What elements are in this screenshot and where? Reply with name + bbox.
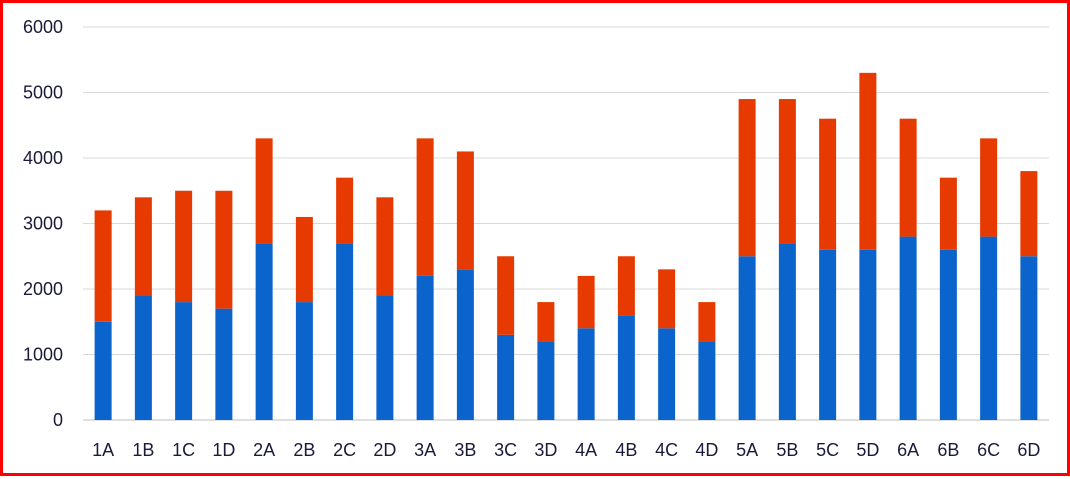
stacked-bar-chart: 0 1000 2000 3000 4000 5000 6000 1A 1B 1C 1D 2A 2B 2C…: [23, 17, 1049, 460]
x-tick-label: 4D: [695, 440, 718, 460]
bar-3B-series-1: [456, 269, 474, 420]
bar-3D-series-1: [537, 341, 555, 420]
bar-5C-series-2: [819, 118, 837, 250]
x-tick-label: 5A: [736, 440, 758, 460]
x-tick-label: 2B: [293, 440, 315, 460]
y-tick-label: 0: [53, 410, 63, 430]
x-tick-label: 5D: [856, 440, 879, 460]
bar-5B-series-2: [778, 99, 796, 244]
bar-1A-series-1: [94, 321, 112, 420]
x-tick-label: 1B: [132, 440, 154, 460]
x-tick-label: 4C: [655, 440, 678, 460]
bar-4B-series-2: [617, 256, 635, 316]
bar-3D-series-2: [537, 302, 555, 342]
bar-2D-series-1: [376, 295, 394, 420]
x-tick-label: 2A: [253, 440, 275, 460]
x-tick-label: 1D: [212, 440, 235, 460]
bar-4C-series-2: [658, 269, 676, 329]
x-tick-label: 3D: [534, 440, 557, 460]
bar-6D-series-1: [1020, 256, 1038, 420]
bar-1C-series-2: [175, 190, 193, 303]
bar-3C-series-1: [497, 334, 515, 420]
bar-4D-series-1: [698, 341, 716, 420]
bar-1D-series-1: [215, 308, 233, 420]
bar-4A-series-2: [577, 275, 595, 329]
x-tick-label: 2C: [333, 440, 356, 460]
y-tick-label: 2000: [23, 279, 63, 299]
x-tick-label: 3C: [494, 440, 517, 460]
bar-6A-series-1: [899, 236, 917, 420]
x-tick-label: 5C: [816, 440, 839, 460]
bar-3B-series-2: [456, 151, 474, 270]
y-tick-label: 3000: [23, 214, 63, 234]
x-tick-label: 2D: [373, 440, 396, 460]
bar-6B-series-1: [939, 249, 957, 420]
bar-2C-series-1: [336, 243, 354, 420]
bar-6D-series-2: [1020, 171, 1038, 257]
bar-1D-series-2: [215, 190, 233, 309]
bar-4D-series-2: [698, 302, 716, 342]
bar-2B-series-1: [295, 302, 313, 420]
bar-6B-series-2: [939, 177, 957, 250]
bar-1B-series-2: [134, 197, 152, 296]
y-tick-label: 4000: [23, 148, 63, 168]
bar-5A-series-2: [738, 99, 756, 257]
y-axis-ticks: 0 1000 2000 3000 4000 5000 6000: [23, 17, 63, 430]
bar-3A-series-1: [416, 275, 434, 420]
bar-2D-series-2: [376, 197, 394, 296]
bar-5B-series-1: [778, 243, 796, 420]
bar-2A-series-2: [255, 138, 273, 244]
bars: [94, 72, 1038, 420]
y-tick-label: 1000: [23, 345, 63, 365]
bar-5D-series-1: [859, 249, 877, 420]
x-tick-label: 4B: [615, 440, 637, 460]
gridlines: [83, 26, 1049, 421]
bar-3A-series-2: [416, 138, 434, 276]
bar-5C-series-1: [819, 249, 837, 420]
y-tick-label: 6000: [23, 17, 63, 37]
x-tick-label: 5B: [776, 440, 798, 460]
bar-2C-series-2: [336, 177, 354, 244]
bar-2B-series-2: [295, 216, 313, 303]
x-tick-label: 6B: [937, 440, 959, 460]
x-tick-label: 3B: [454, 440, 476, 460]
bar-1B-series-1: [134, 295, 152, 420]
bar-6C-series-1: [980, 236, 998, 420]
bar-4A-series-1: [577, 328, 595, 420]
bar-1C-series-1: [175, 302, 193, 420]
x-tick-label: 6C: [977, 440, 1000, 460]
x-tick-label: 6A: [897, 440, 919, 460]
bar-5A-series-1: [738, 256, 756, 420]
x-tick-label: 3A: [414, 440, 436, 460]
bar-6A-series-2: [899, 118, 917, 237]
x-tick-label: 4A: [575, 440, 597, 460]
x-tick-label: 1A: [92, 440, 114, 460]
x-axis-ticks: 1A 1B 1C 1D 2A 2B 2C 2D 3A 3B 3C 3D 4A 4B 4C 4D 5A 5B 5C 5D…: [92, 440, 1040, 460]
bar-3C-series-2: [497, 256, 515, 335]
bar-1A-series-2: [94, 210, 112, 322]
x-tick-label: 1C: [172, 440, 195, 460]
bar-2A-series-1: [255, 243, 273, 420]
bar-5D-series-2: [859, 72, 877, 250]
bar-6C-series-2: [980, 138, 998, 237]
y-tick-label: 5000: [23, 83, 63, 103]
bar-4C-series-1: [658, 328, 676, 420]
bar-4B-series-1: [617, 315, 635, 420]
x-tick-label: 6D: [1017, 440, 1040, 460]
